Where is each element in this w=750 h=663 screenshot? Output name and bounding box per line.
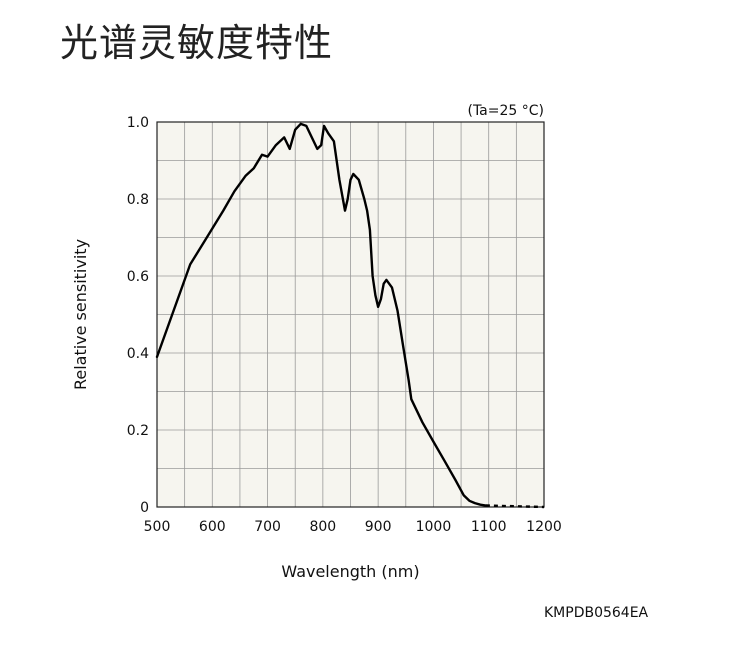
x-tick-label: 1000 xyxy=(416,519,452,535)
y-tick-label: 0.4 xyxy=(127,346,149,362)
x-tick-label: 1100 xyxy=(471,519,507,535)
x-tick-label: 700 xyxy=(254,519,281,535)
x-tick-label: 600 xyxy=(199,519,226,535)
x-tick-label: 1200 xyxy=(526,519,562,535)
figure-code: KMPDB0564EA xyxy=(544,605,649,621)
x-tick-label: 500 xyxy=(144,519,171,535)
y-tick-label: 0.8 xyxy=(127,192,149,208)
y-axis-label: Relative sensitivity xyxy=(71,239,90,390)
x-tick-label: 800 xyxy=(309,519,336,535)
y-tick-label: 0 xyxy=(140,500,149,516)
sensitivity-curve-tail xyxy=(485,504,545,509)
sensitivity-curve xyxy=(155,122,488,507)
condition-annotation: (Ta=25 °C) xyxy=(467,103,544,119)
y-tick-label: 0.6 xyxy=(127,269,149,285)
page-title: 光谱灵敏度特性 xyxy=(60,21,334,65)
x-axis-label: Wavelength (nm) xyxy=(281,562,419,581)
plot-frame xyxy=(156,121,545,508)
y-tick-label: 1.0 xyxy=(127,115,149,131)
y-tick-label: 0.2 xyxy=(127,423,149,439)
x-tick-label: 900 xyxy=(365,519,392,535)
